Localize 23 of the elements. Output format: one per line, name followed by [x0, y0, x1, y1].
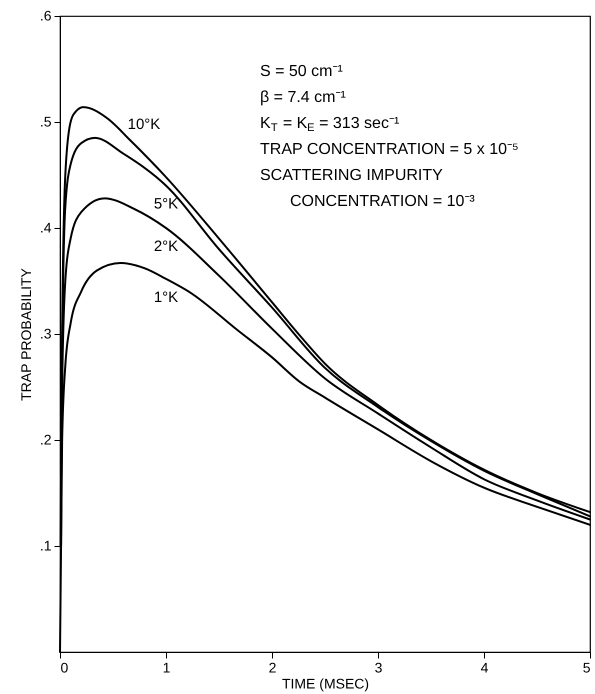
annotation: S = 50 cm⁻¹	[260, 63, 343, 80]
x-tick-label: 2	[268, 660, 277, 676]
x-axis-title: TIME (MSEC)	[282, 676, 370, 692]
annotation: TRAP CONCENTRATION = 5 x 10⁻⁵	[260, 141, 519, 158]
y-tick-label: .5	[40, 114, 52, 130]
x-tick-label: 3	[374, 660, 383, 676]
y-tick-label: .4	[40, 220, 52, 236]
y-tick-label: .3	[40, 326, 52, 342]
y-tick-label: .6	[40, 8, 52, 24]
annotation: CONCENTRATION = 10⁻³	[290, 193, 476, 210]
y-tick-label: .1	[40, 538, 52, 554]
annotation: SCATTERING IMPURITY	[260, 167, 444, 184]
y-axis-title: TRAP PROBABILITY	[18, 267, 34, 401]
annotation: β = 7.4 cm⁻¹	[260, 89, 346, 106]
x-tick-label: 4	[480, 660, 489, 676]
series-label: 1°K	[154, 288, 178, 306]
x-tick-label: 5	[582, 660, 591, 676]
x-tick-label: 0	[60, 660, 68, 676]
x-tick-label: 1	[162, 660, 171, 676]
y-tick-label: .2	[40, 432, 52, 448]
series-label: 2°K	[154, 238, 178, 255]
series-label: 5°K	[154, 196, 178, 213]
series-label: 10°K	[128, 116, 160, 134]
